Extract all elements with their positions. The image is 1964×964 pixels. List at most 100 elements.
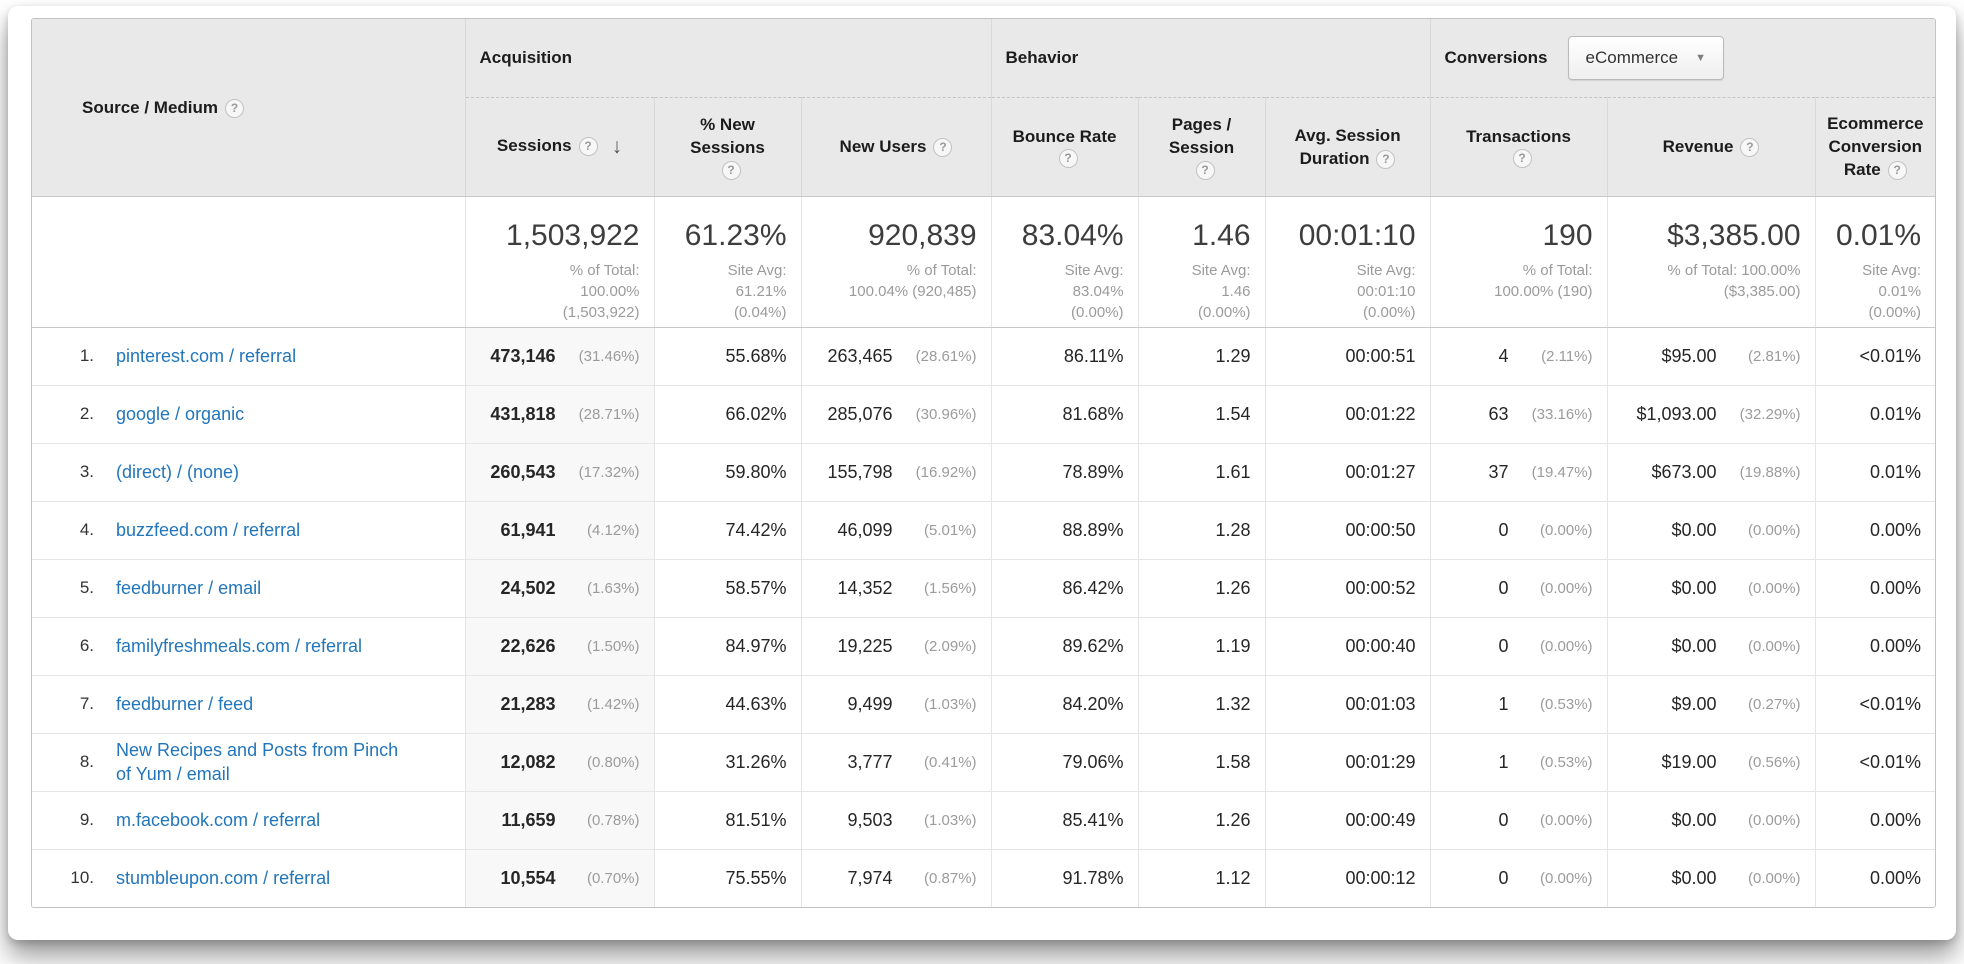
group-header-row: Source / Medium? Acquisition Behavior Co… bbox=[32, 19, 1936, 197]
cell-sessions: 21,283 (1.42%) bbox=[464, 675, 654, 734]
cell-revenue: $0.00 (0.00%) bbox=[1606, 617, 1816, 676]
sort-descending-icon[interactable]: ↓ bbox=[611, 134, 623, 158]
cell-source-medium: 1. pinterest.com / referral bbox=[32, 327, 465, 386]
summary-new-sessions: 61.23% Site Avg: 61.21% (0.04%) bbox=[653, 196, 801, 328]
group-header-behavior: Behavior bbox=[990, 19, 1431, 98]
cell-revenue: $0.00 (0.00%) bbox=[1606, 849, 1816, 907]
col-header-new-users[interactable]: New Users? bbox=[800, 97, 992, 197]
cell-transactions: 63 (33.16%) bbox=[1429, 385, 1608, 444]
cell-pages-session: 1.26 bbox=[1137, 791, 1266, 850]
row-number: 5. bbox=[79, 578, 94, 597]
cell-transactions: 0 (0.00%) bbox=[1429, 559, 1608, 618]
cell-new-sessions: 31.26% bbox=[653, 733, 801, 792]
cell-sessions: 11,659 (0.78%) bbox=[464, 791, 654, 850]
cell-avg-session-duration: 00:00:50 bbox=[1264, 501, 1431, 560]
cell-new-users: 9,503 (1.03%) bbox=[800, 791, 992, 850]
conversions-type-dropdown[interactable]: eCommerce ▼ bbox=[1567, 35, 1724, 80]
group-header-conversions: Conversions eCommerce ▼ bbox=[1429, 19, 1936, 98]
row-number: 4. bbox=[79, 520, 94, 539]
cell-pages-session: 1.29 bbox=[1137, 327, 1266, 386]
col-header-transactions[interactable]: Transactions ? bbox=[1429, 97, 1608, 197]
summary-ecommerce-conversion-rate: 0.01% Site Avg: 0.01% (0.00%) bbox=[1814, 196, 1936, 328]
cell-avg-session-duration: 00:00:52 bbox=[1264, 559, 1431, 618]
help-icon[interactable]: ? bbox=[578, 137, 598, 157]
col-header-source-medium[interactable]: Source / Medium? bbox=[32, 19, 466, 197]
cell-new-sessions: 75.55% bbox=[653, 849, 801, 907]
table-row: 2. google / organic 431,818 (28.71%) 66.… bbox=[32, 385, 1936, 444]
cell-pages-session: 1.26 bbox=[1137, 559, 1266, 618]
source-link[interactable]: feedburner / feed bbox=[116, 694, 254, 714]
cell-revenue: $673.00 (19.88%) bbox=[1606, 443, 1816, 502]
cell-new-sessions: 84.97% bbox=[653, 617, 801, 676]
cell-transactions: 0 (0.00%) bbox=[1429, 501, 1608, 560]
col-header-new-sessions[interactable]: % New Sessions ? bbox=[653, 97, 801, 197]
summary-row: 1,503,922 % of Total: 100.00% (1,503,922… bbox=[32, 196, 1936, 328]
cell-new-users: 9,499 (1.03%) bbox=[800, 675, 992, 734]
cell-bounce-rate: 86.42% bbox=[990, 559, 1139, 618]
cell-sessions: 473,146 (31.46%) bbox=[464, 327, 654, 386]
cell-revenue: $9.00 (0.27%) bbox=[1606, 675, 1816, 734]
source-link[interactable]: New Recipes and Posts from Pinch of Yum … bbox=[116, 740, 399, 784]
cell-sessions: 10,554 (0.70%) bbox=[464, 849, 654, 907]
help-icon[interactable]: ? bbox=[1887, 161, 1907, 181]
cell-transactions: 0 (0.00%) bbox=[1429, 791, 1608, 850]
source-link[interactable]: m.facebook.com / referral bbox=[116, 810, 321, 830]
cell-avg-session-duration: 00:00:49 bbox=[1264, 791, 1431, 850]
cell-avg-session-duration: 00:01:27 bbox=[1264, 443, 1431, 502]
source-link[interactable]: google / organic bbox=[116, 404, 245, 424]
help-icon[interactable]: ? bbox=[721, 160, 741, 180]
cell-transactions: 0 (0.00%) bbox=[1429, 617, 1608, 676]
col-header-avg-session-duration[interactable]: Avg. Session Duration? bbox=[1264, 97, 1431, 197]
source-link[interactable]: stumbleupon.com / referral bbox=[116, 868, 331, 889]
cell-source-medium: 7. feedburner / feed bbox=[32, 675, 465, 734]
cell-revenue: $0.00 (0.00%) bbox=[1606, 559, 1816, 618]
cell-bounce-rate: 78.89% bbox=[990, 443, 1139, 502]
col-header-revenue[interactable]: Revenue? bbox=[1606, 97, 1816, 197]
source-link[interactable]: feedburner / email bbox=[116, 578, 262, 598]
cell-source-medium: 4. buzzfeed.com / referral bbox=[32, 501, 465, 560]
col-header-ecommerce-conversion-rate[interactable]: Ecommerce Conversion Rate? bbox=[1814, 97, 1936, 197]
behavior-label: Behavior bbox=[1005, 47, 1079, 67]
cell-new-sessions: 81.51% bbox=[653, 791, 801, 850]
cell-ecommerce-conversion-rate: 0.00% bbox=[1814, 501, 1936, 560]
cell-new-users: 19,225 (2.09%) bbox=[800, 617, 992, 676]
help-icon[interactable]: ? bbox=[1195, 160, 1215, 180]
cell-transactions: 0 (0.00%) bbox=[1429, 849, 1608, 907]
row-number: 7. bbox=[79, 694, 94, 713]
cell-avg-session-duration: 00:01:22 bbox=[1264, 385, 1431, 444]
cell-new-sessions: 59.80% bbox=[653, 443, 801, 502]
cell-sessions: 431,818 (28.71%) bbox=[464, 385, 654, 444]
help-icon[interactable]: ? bbox=[1512, 149, 1532, 168]
cell-new-users: 155,798 (16.92%) bbox=[800, 443, 992, 502]
cell-new-users: 14,352 (1.56%) bbox=[800, 559, 992, 618]
source-link[interactable]: familyfreshmeals.com / referral bbox=[116, 636, 363, 656]
row-number: 9. bbox=[79, 810, 94, 829]
help-icon[interactable]: ? bbox=[225, 98, 245, 118]
cell-bounce-rate: 91.78% bbox=[990, 849, 1139, 907]
cell-sessions: 260,543 (17.32%) bbox=[464, 443, 654, 502]
table-row: 4. buzzfeed.com / referral 61,941 (4.12%… bbox=[32, 501, 1936, 560]
source-link[interactable]: pinterest.com / referral bbox=[116, 346, 297, 366]
cell-avg-session-duration: 00:00:51 bbox=[1264, 327, 1431, 386]
summary-sessions: 1,503,922 % of Total: 100.00% (1,503,922… bbox=[464, 196, 654, 328]
col-header-sessions[interactable]: Sessions? ↓ bbox=[464, 97, 654, 197]
summary-new-users: 920,839 % of Total: 100.04% (920,485) bbox=[800, 196, 992, 328]
help-icon[interactable]: ? bbox=[1740, 138, 1760, 158]
cell-bounce-rate: 79.06% bbox=[990, 733, 1139, 792]
table-row: 9. m.facebook.com / referral 11,659 (0.7… bbox=[32, 791, 1936, 850]
help-icon[interactable]: ? bbox=[1058, 149, 1078, 168]
help-icon[interactable]: ? bbox=[933, 138, 953, 158]
col-header-pages-session[interactable]: Pages / Session ? bbox=[1137, 97, 1266, 197]
col-header-bounce-rate[interactable]: Bounce Rate ? bbox=[990, 97, 1139, 197]
cell-transactions: 37 (19.47%) bbox=[1429, 443, 1608, 502]
summary-source-medium bbox=[32, 196, 465, 328]
source-link[interactable]: (direct) / (none) bbox=[116, 462, 240, 482]
cell-bounce-rate: 86.11% bbox=[990, 327, 1139, 386]
source-link[interactable]: buzzfeed.com / referral bbox=[116, 520, 301, 540]
cell-bounce-rate: 84.20% bbox=[990, 675, 1139, 734]
cell-new-users: 7,974 (0.87%) bbox=[800, 849, 992, 907]
help-icon[interactable]: ? bbox=[1376, 149, 1396, 169]
cell-ecommerce-conversion-rate: 0.00% bbox=[1814, 849, 1936, 907]
cell-pages-session: 1.54 bbox=[1137, 385, 1266, 444]
cell-revenue: $19.00 (0.56%) bbox=[1606, 733, 1816, 792]
